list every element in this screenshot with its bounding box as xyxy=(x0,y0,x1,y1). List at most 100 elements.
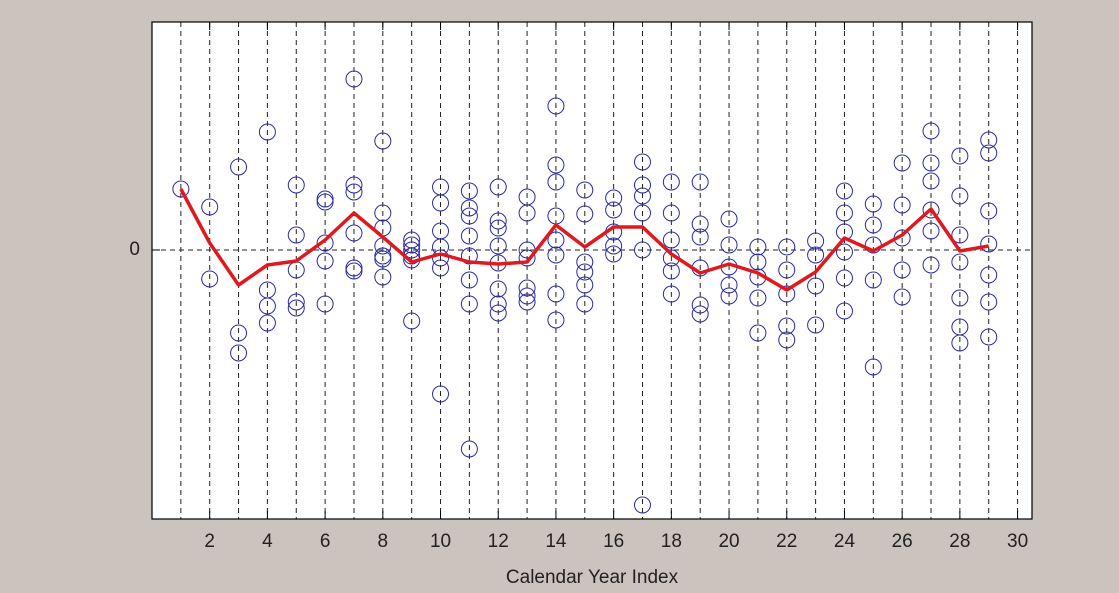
data-point xyxy=(778,331,796,349)
data-point xyxy=(778,261,796,279)
data-point xyxy=(374,204,392,222)
data-point xyxy=(922,154,940,172)
data-point xyxy=(201,198,219,216)
data-point xyxy=(980,266,998,284)
data-point xyxy=(345,262,363,280)
data-point xyxy=(691,228,709,246)
data-point xyxy=(605,201,623,219)
data-point xyxy=(980,131,998,149)
data-point xyxy=(316,234,334,252)
data-point xyxy=(489,304,507,322)
data-point xyxy=(489,237,507,255)
data-point xyxy=(172,180,190,198)
data-point xyxy=(807,316,825,334)
data-point xyxy=(720,276,738,294)
data-point xyxy=(576,263,594,281)
data-point xyxy=(749,324,767,342)
data-point xyxy=(345,259,363,277)
data-point xyxy=(576,276,594,294)
data-point xyxy=(460,207,478,225)
data-point xyxy=(460,295,478,313)
data-point xyxy=(287,299,305,317)
data-point xyxy=(691,173,709,191)
data-point xyxy=(374,247,392,265)
data-point xyxy=(778,285,796,303)
data-point xyxy=(547,173,565,191)
plot-area xyxy=(152,22,1032,519)
data-point xyxy=(518,287,536,305)
data-point xyxy=(576,295,594,313)
data-point xyxy=(489,219,507,237)
data-point xyxy=(547,246,565,264)
data-point xyxy=(749,253,767,271)
data-point xyxy=(518,249,536,267)
data-point xyxy=(980,328,998,346)
data-point xyxy=(345,224,363,242)
x-tick-label: 10 xyxy=(430,531,451,552)
data-point xyxy=(576,205,594,223)
data-point xyxy=(518,293,536,311)
data-point xyxy=(720,236,738,254)
data-point xyxy=(778,317,796,335)
data-point xyxy=(460,199,478,217)
x-tick-label: 8 xyxy=(378,531,389,552)
data-point xyxy=(432,194,450,212)
data-point xyxy=(489,280,507,298)
data-point xyxy=(980,202,998,220)
data-point xyxy=(230,324,248,342)
data-point xyxy=(835,204,853,222)
data-point xyxy=(576,253,594,271)
data-point xyxy=(893,288,911,306)
data-point xyxy=(316,252,334,270)
data-point xyxy=(864,195,882,213)
data-point xyxy=(258,123,276,141)
data-point xyxy=(374,268,392,286)
data-point xyxy=(633,496,651,514)
plot-frame xyxy=(151,21,1033,520)
data-point xyxy=(403,312,421,330)
data-point xyxy=(807,232,825,250)
data-point xyxy=(662,285,680,303)
data-point xyxy=(835,302,853,320)
data-point xyxy=(201,270,219,288)
data-point xyxy=(893,196,911,214)
data-point xyxy=(230,344,248,362)
data-point xyxy=(835,182,853,200)
data-point xyxy=(258,314,276,332)
data-point xyxy=(662,231,680,249)
x-tick-label: 14 xyxy=(545,531,567,552)
data-point xyxy=(547,311,565,329)
data-point xyxy=(403,241,421,259)
data-point xyxy=(547,156,565,174)
data-point xyxy=(605,189,623,207)
data-point xyxy=(807,277,825,295)
data-point xyxy=(316,193,334,211)
data-point xyxy=(893,154,911,172)
data-point xyxy=(460,271,478,289)
data-point xyxy=(662,173,680,191)
data-point xyxy=(922,122,940,140)
data-point xyxy=(432,385,450,403)
data-point xyxy=(864,358,882,376)
data-point xyxy=(374,132,392,150)
data-point xyxy=(633,241,651,259)
x-tick-label: 16 xyxy=(603,531,624,552)
data-point xyxy=(749,238,767,256)
data-point xyxy=(720,287,738,305)
data-point xyxy=(316,190,334,208)
data-point xyxy=(287,176,305,194)
data-point xyxy=(662,204,680,222)
data-point xyxy=(864,271,882,289)
data-point xyxy=(691,215,709,233)
data-point xyxy=(345,70,363,88)
data-point xyxy=(576,181,594,199)
data-point xyxy=(720,210,738,228)
x-tick-label: 22 xyxy=(776,531,797,552)
data-point xyxy=(518,204,536,222)
x-axis-label: Calendar Year Index xyxy=(506,567,679,588)
data-point xyxy=(547,231,565,249)
data-point xyxy=(605,245,623,263)
data-point xyxy=(374,250,392,268)
data-point xyxy=(835,243,853,261)
data-point xyxy=(287,226,305,244)
